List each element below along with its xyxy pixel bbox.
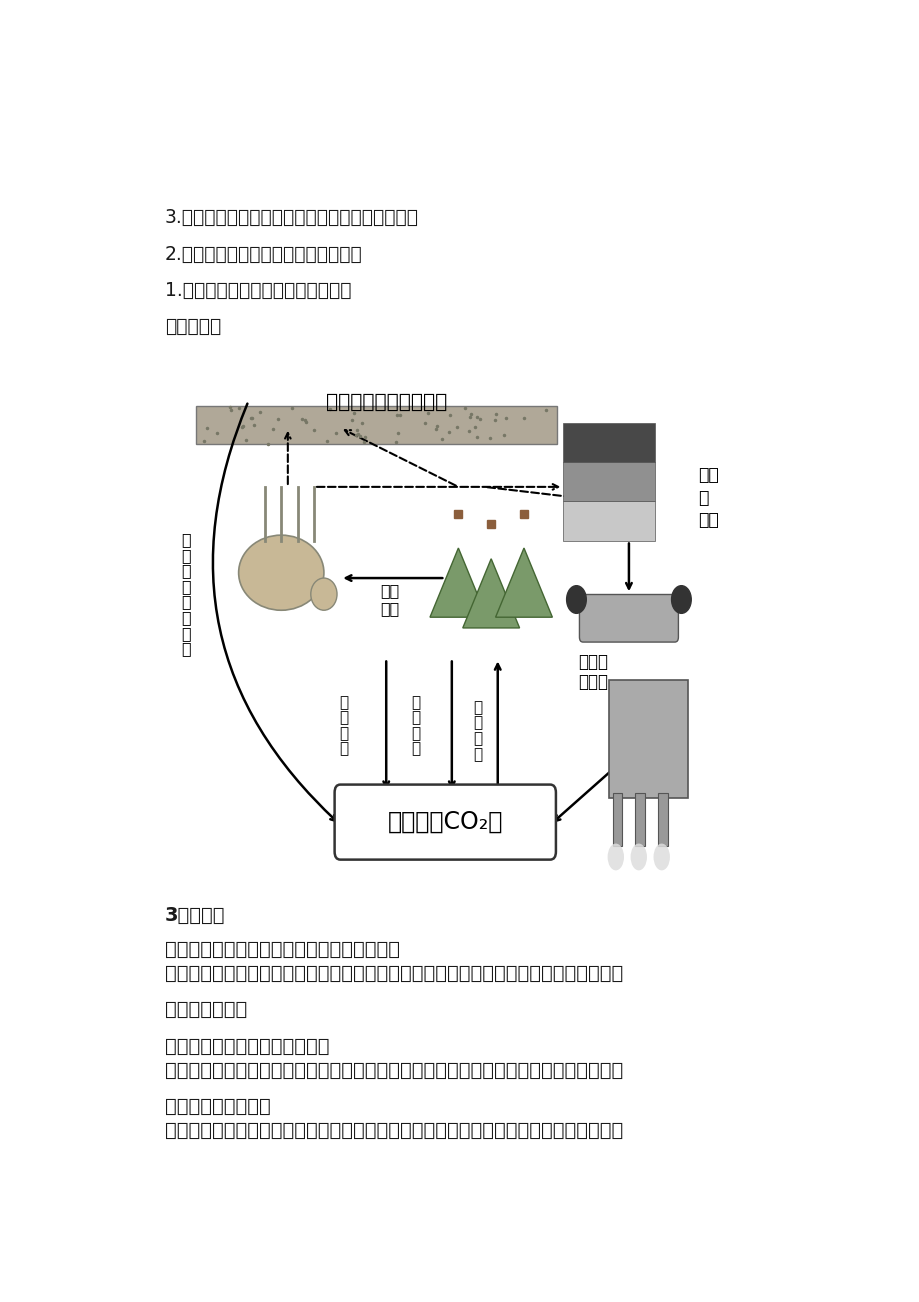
Bar — [612, 793, 621, 846]
Ellipse shape — [238, 535, 323, 611]
Text: 动物
摄食: 动物 摄食 — [380, 583, 399, 616]
FancyBboxPatch shape — [335, 785, 555, 859]
Text: 师：不错，既存在无机环境中，也存在于生物群落中。可见，物质是在生物群落与无机环: 师：不错，既存在无机环境中，也存在于生物群落中。可见，物质是在生物群落与无机环 — [165, 1121, 622, 1139]
Bar — [562, 462, 654, 501]
Circle shape — [671, 586, 690, 613]
Ellipse shape — [652, 844, 669, 870]
Ellipse shape — [311, 578, 336, 611]
Text: 课件展示：: 课件展示： — [165, 316, 221, 336]
Text: 3、碳循环: 3、碳循环 — [165, 906, 225, 926]
Text: 呼
吸
作
用: 呼 吸 作 用 — [411, 695, 420, 756]
Circle shape — [566, 586, 585, 613]
Text: 光
合
作
用: 光 合 作 用 — [473, 700, 482, 762]
Text: 厂房、
汽车等: 厂房、 汽车等 — [577, 652, 607, 691]
Bar — [635, 793, 644, 846]
Text: 师：还有一点，书本的第一段突出了碳元素和氧元素，而不是二氧化碳。可见物质循环的: 师：还有一点，书本的第一段突出了碳元素和氧元素，而不是二氧化碳。可见物质循环的 — [165, 1061, 622, 1079]
Ellipse shape — [607, 844, 623, 870]
Bar — [608, 680, 687, 798]
Text: 境之间不断循环的。: 境之间不断循环的。 — [165, 1096, 270, 1116]
Bar — [562, 423, 654, 462]
Ellipse shape — [630, 844, 646, 870]
Text: 2.生物群落内部的碳以什么形式存在？: 2.生物群落内部的碳以什么形式存在？ — [165, 245, 362, 263]
Text: 1.无机环境中的碳以什么形式存在？: 1.无机环境中的碳以什么形式存在？ — [165, 280, 351, 299]
Text: 物质循环的过程。看的过程中思考以下问题。: 物质循环的过程。看的过程中思考以下问题。 — [165, 940, 400, 960]
Bar — [658, 793, 667, 846]
Text: 3.碳在无机环境和生物群落之间以什么形式循环？: 3.碳在无机环境和生物群落之间以什么形式循环？ — [165, 208, 418, 228]
Text: 微
生
物
的
分
解
作
用: 微 生 物 的 分 解 作 用 — [181, 533, 191, 656]
Text: 大气中的CO₂库: 大气中的CO₂库 — [387, 810, 503, 835]
Bar — [562, 501, 654, 540]
Text: 物质是指化学元素还是化合物？: 物质是指化学元素还是化合物？ — [165, 1036, 329, 1056]
Text: 师：是的，物质是指化学元素。下面我们就来看一下碳元素的循环，也就是碳循环，看看: 师：是的，物质是指化学元素。下面我们就来看一下碳元素的循环，也就是碳循环，看看 — [165, 965, 622, 983]
Text: 呼
吸
作
用: 呼 吸 作 用 — [339, 695, 347, 756]
Text: 动植物的遗体和排出物: 动植物的遗体和排出物 — [325, 393, 447, 411]
Text: 生：化学元素。: 生：化学元素。 — [165, 1000, 247, 1019]
Text: 泥炭
煤
石油: 泥炭 煤 石油 — [697, 466, 718, 529]
Bar — [196, 406, 556, 444]
FancyBboxPatch shape — [579, 595, 677, 642]
